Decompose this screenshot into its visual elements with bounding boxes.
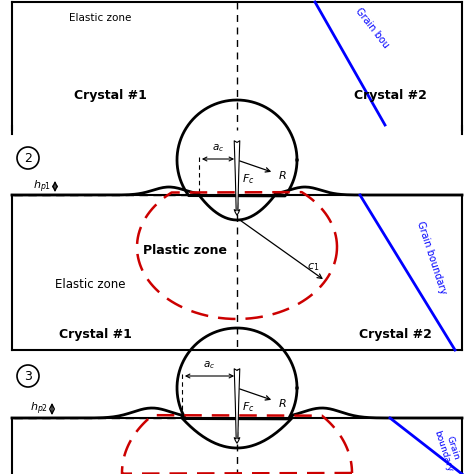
- Text: $c_1$: $c_1$: [307, 261, 319, 273]
- Text: 3: 3: [24, 370, 32, 383]
- Text: $a_c$: $a_c$: [212, 142, 224, 154]
- Text: $a_c$: $a_c$: [203, 359, 216, 371]
- Text: Grain
boundary: Grain boundary: [432, 427, 464, 474]
- Text: Crystal #2: Crystal #2: [354, 89, 427, 101]
- Text: $R$: $R$: [278, 397, 287, 409]
- Text: Crystal #2: Crystal #2: [358, 328, 431, 341]
- Text: $h_{p2}$: $h_{p2}$: [30, 401, 48, 417]
- Text: 2: 2: [24, 152, 32, 164]
- Text: $F_c$: $F_c$: [242, 400, 255, 414]
- Text: Grain boundary: Grain boundary: [416, 220, 448, 296]
- Text: $R$: $R$: [278, 169, 287, 181]
- Text: Grain bou: Grain bou: [353, 6, 391, 50]
- Text: $F_c$: $F_c$: [242, 172, 255, 186]
- Text: Elastic zone: Elastic zone: [55, 279, 125, 292]
- Text: Elastic zone: Elastic zone: [69, 13, 131, 23]
- Text: Crystal #1: Crystal #1: [59, 328, 131, 341]
- Text: Plastic zone: Plastic zone: [143, 244, 227, 256]
- Text: Crystal #1: Crystal #1: [73, 89, 146, 101]
- Text: $h_{p1}$: $h_{p1}$: [33, 178, 51, 195]
